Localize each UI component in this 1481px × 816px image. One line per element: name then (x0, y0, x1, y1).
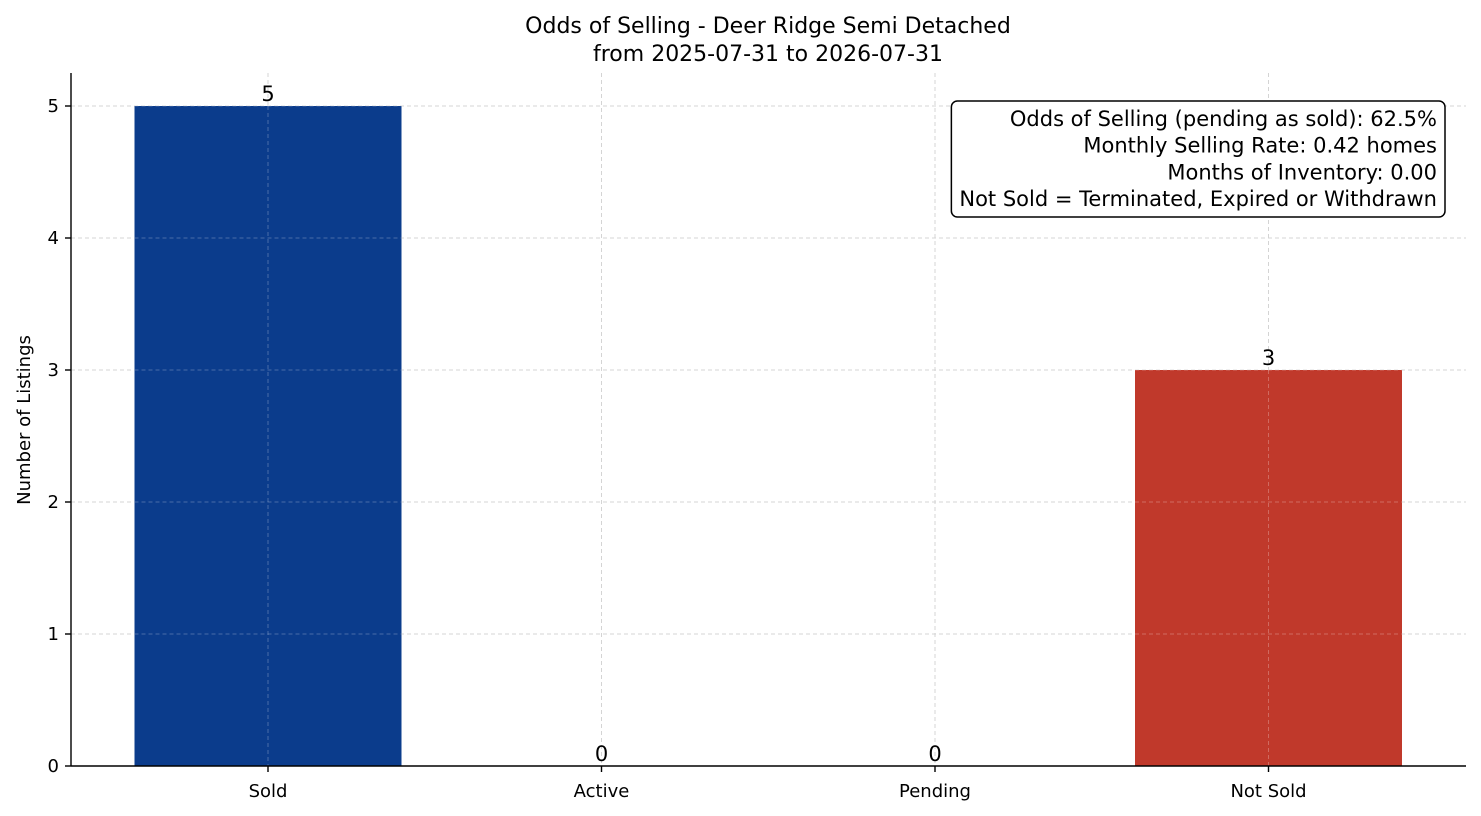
bar-sold (134, 106, 402, 766)
tick-labels: 0 1 2 3 4 5 Sold Active Pending Not Sold (48, 96, 1307, 802)
chart-title: Odds of Selling - Deer Ridge Semi Detach… (525, 14, 1011, 39)
y-tick-label-0: 0 (48, 756, 59, 777)
x-tick-label-1: Active (574, 781, 630, 802)
axes (70, 73, 1466, 767)
info-box: Odds of Selling (pending as sold): 62.5%… (950, 100, 1446, 218)
y-tick-label-3: 3 (48, 360, 59, 381)
info-line-rate: Monthly Selling Rate: 0.42 homes (1083, 134, 1437, 158)
bar-not-sold (1135, 370, 1402, 766)
bar-value-label-3: 3 (1262, 346, 1275, 370)
y-tick-label-1: 1 (48, 624, 59, 645)
bar-value-label-1: 0 (595, 742, 608, 766)
bar-value-label-2: 0 (928, 742, 941, 766)
y-tick-label-2: 2 (48, 492, 59, 513)
x-tick-label-3: Not Sold (1230, 781, 1306, 802)
x-tick-label-2: Pending (899, 781, 971, 802)
bars (134, 105, 1402, 766)
info-box-frame (950, 100, 1446, 218)
y-tick-label-4: 4 (48, 228, 59, 249)
x-tick-label-0: Sold (249, 781, 288, 802)
bar-value-label-0: 5 (261, 82, 274, 106)
info-line-odds: Odds of Selling (pending as sold): 62.5% (1010, 107, 1437, 131)
y-tick-label-5: 5 (48, 96, 59, 117)
y-axis-label: Number of Listings (14, 335, 35, 505)
info-line-inventory: Months of Inventory: 0.00 (1167, 160, 1437, 184)
chart-subtitle: from 2025-07-31 to 2026-07-31 (593, 42, 943, 67)
info-line-legend: Not Sold = Terminated, Expired or Withdr… (959, 187, 1437, 211)
bar-value-labels: 5 0 0 3 (261, 82, 1275, 766)
